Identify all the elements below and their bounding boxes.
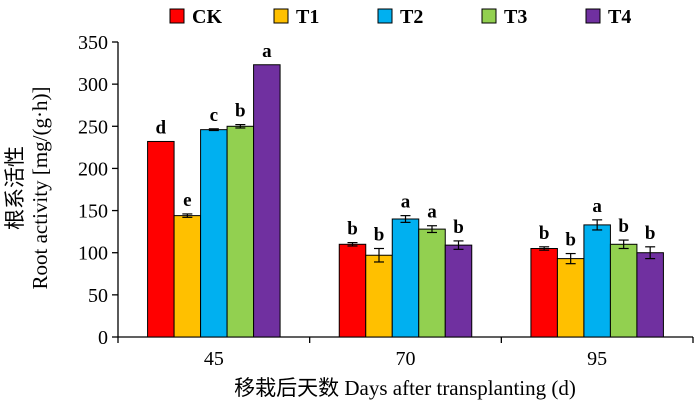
x-axis: 45 70 95 [117, 336, 694, 370]
error-bar [453, 240, 464, 250]
x-axis-title: 移栽后天数 Days after transplanting (d) [234, 376, 576, 400]
error-bar [592, 219, 603, 231]
error-bar [235, 123, 246, 129]
legend-swatch [377, 8, 393, 24]
significance-label: b [565, 230, 576, 251]
legend-item-ck: CK [169, 6, 222, 28]
bar-t3-95 [609, 243, 638, 338]
legend-item-t2: T2 [377, 6, 423, 28]
legend-item-t4: T4 [585, 6, 631, 28]
legend-item-t3: T3 [481, 6, 527, 28]
error-bars [182, 123, 656, 265]
x-tick-label: 95 [587, 348, 607, 370]
error-bar [565, 252, 576, 265]
significance-label: b [347, 219, 358, 240]
bar-t2-95 [583, 224, 611, 338]
significance-labels: dec bab ba ab b bab b [156, 41, 656, 251]
significance-label: b [645, 223, 656, 244]
y-axis-title-cn: 根系活性 [3, 146, 27, 230]
significance-label: d [156, 117, 167, 138]
bar-t1-45 [173, 215, 202, 338]
significance-label: a [427, 202, 437, 223]
significance-label: c [210, 105, 218, 126]
bar-t2-70 [391, 218, 420, 338]
y-tick-label: 150 [78, 201, 108, 223]
legend-label: T3 [504, 6, 527, 28]
bar-t1-70 [365, 254, 393, 338]
legend-item-t1: T1 [273, 6, 319, 28]
y-tick-label: 0 [98, 327, 108, 349]
bar-t4-45 [253, 64, 281, 338]
significance-label: e [183, 190, 191, 211]
legend-swatch [585, 8, 601, 24]
significance-label: a [401, 192, 411, 213]
error-bar [400, 215, 411, 223]
bar-t1-95 [556, 258, 585, 338]
legend-label: CK [192, 6, 222, 28]
error-bar [427, 225, 437, 234]
error-bar [539, 246, 550, 251]
x-tick-label: 70 [396, 348, 416, 370]
bar-ck-70 [338, 243, 367, 338]
legend-label: T2 [400, 6, 423, 28]
y-axis: 0 50 100 150 200 250 300 350 [78, 32, 119, 349]
legend-swatch [169, 8, 185, 24]
bars [147, 64, 664, 338]
bar-t4-95 [636, 252, 664, 338]
y-tick-label: 50 [88, 285, 108, 307]
error-bar [374, 247, 384, 263]
legend-label: T4 [608, 6, 631, 28]
bar-ck-95 [530, 248, 558, 338]
bar-t3-70 [418, 228, 446, 338]
legend-label: T1 [296, 6, 319, 28]
significance-label: b [539, 223, 550, 244]
significance-label: a [592, 196, 602, 217]
y-tick-label: 250 [78, 116, 108, 138]
legend: CK T1 T2 T3 T4 [169, 6, 631, 28]
significance-label: b [235, 101, 246, 122]
bar-t3-45 [226, 125, 255, 338]
bar-t2-45 [200, 129, 228, 338]
bar-t4-70 [444, 244, 473, 338]
error-bar [645, 246, 656, 260]
error-bar [182, 213, 193, 218]
significance-label: b [453, 217, 464, 238]
bar-ck-45 [147, 140, 175, 338]
legend-swatch [481, 8, 497, 24]
y-tick-label: 350 [78, 32, 108, 54]
legend-swatch [273, 8, 289, 24]
x-tick-label: 45 [204, 348, 224, 370]
significance-label: a [262, 41, 272, 62]
y-tick-label: 100 [78, 243, 108, 265]
y-tick-label: 300 [78, 74, 108, 96]
error-bar [347, 242, 358, 247]
error-bar [208, 128, 219, 132]
significance-label: b [374, 225, 385, 246]
y-axis-title: Root activity [mg/(g·h)] [28, 87, 52, 290]
significance-label: b [618, 216, 629, 237]
y-tick-label: 200 [78, 158, 108, 180]
error-bar [618, 239, 629, 250]
